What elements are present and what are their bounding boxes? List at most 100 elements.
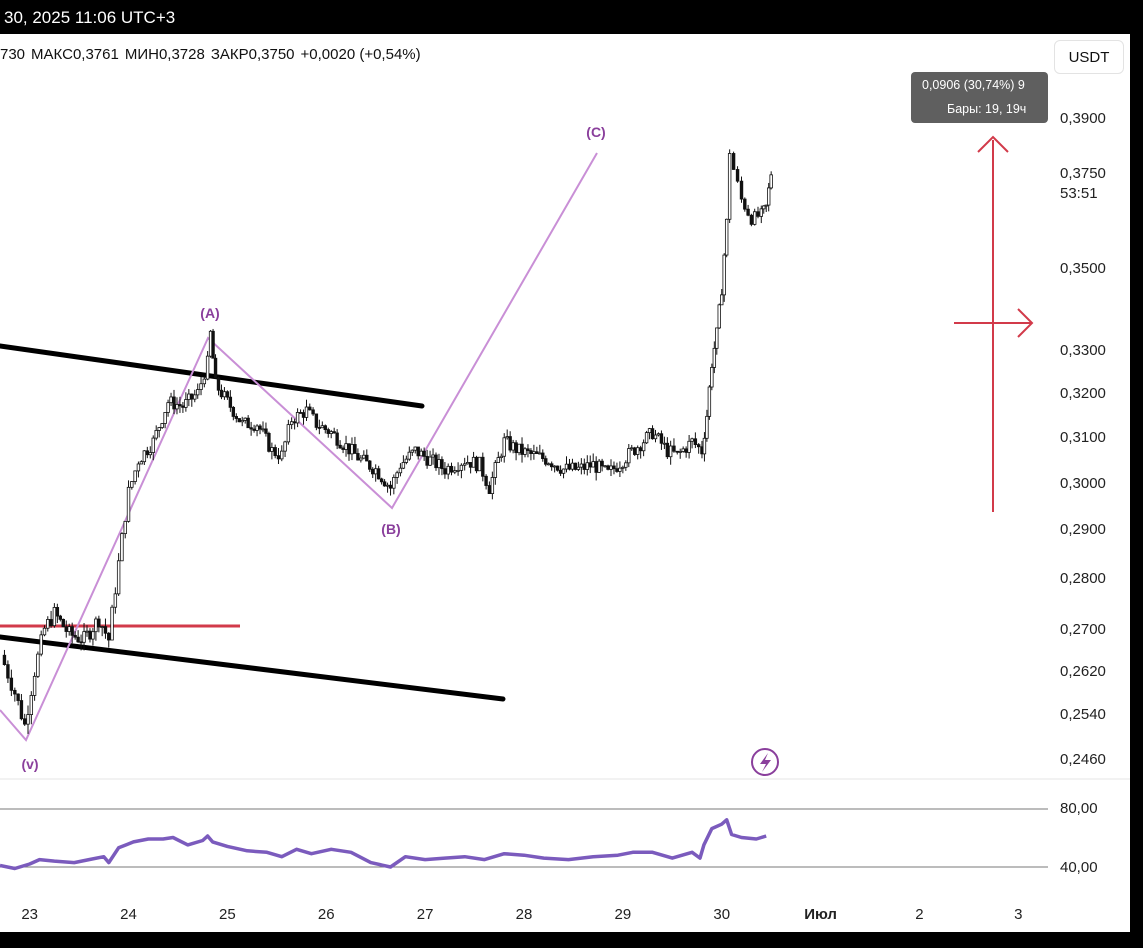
candle (434, 452, 438, 471)
candle-body (650, 428, 655, 440)
candle-body (520, 443, 524, 455)
candle (705, 409, 709, 442)
price-tick-label: 0,2700 (1060, 621, 1106, 638)
candle (650, 425, 655, 440)
candle-body (647, 428, 652, 434)
candle-body (202, 378, 207, 385)
candle-body (505, 436, 509, 439)
candle-body (635, 447, 640, 455)
candle-body (564, 463, 569, 470)
candle (123, 520, 127, 539)
candle (440, 456, 444, 476)
candle-body (97, 618, 101, 628)
candle-body (133, 470, 137, 482)
candle (350, 437, 354, 461)
candle (130, 481, 134, 490)
high-value: 0,3761 (72, 46, 119, 63)
candle (359, 455, 363, 463)
low-value: 0,3728 (158, 46, 205, 63)
candle (487, 481, 492, 494)
candle-body (724, 218, 729, 256)
measure-tooltip: 0,0906 (30,74%) 9 Бары: 19, 19ч (911, 72, 1048, 123)
candle-body (91, 631, 95, 640)
candle-body (762, 205, 766, 210)
candle (579, 458, 584, 475)
candle (39, 630, 43, 657)
candle-body (588, 462, 592, 468)
candle (16, 693, 20, 706)
candle (437, 453, 441, 475)
candle (145, 446, 150, 459)
candle-body (123, 520, 127, 535)
candle-body (264, 428, 268, 434)
candle (13, 687, 17, 702)
candle (672, 438, 676, 453)
candle-body (289, 421, 294, 426)
candle-body (404, 458, 409, 463)
candle-body (9, 677, 14, 691)
candle (715, 327, 719, 355)
candle-body (712, 347, 717, 368)
candle (552, 465, 557, 473)
candle (633, 446, 637, 456)
candle (385, 482, 390, 493)
candle (329, 429, 333, 439)
candle-body (107, 632, 111, 641)
candle-body (213, 357, 218, 379)
candle (228, 390, 233, 412)
candle (73, 631, 77, 640)
rsi-tick-label: 40,00 (1060, 859, 1098, 876)
candle-body (16, 693, 20, 701)
candle-body (308, 406, 312, 411)
candle-body (267, 432, 271, 452)
date-tick-label: 23 (21, 906, 38, 923)
candle (133, 470, 137, 485)
candle (344, 435, 348, 457)
right-edge (1130, 34, 1143, 932)
lower-trendline (0, 634, 506, 702)
currency-button[interactable]: USDT (1054, 40, 1124, 74)
candle-body (323, 425, 327, 431)
candle (126, 480, 131, 523)
candle (246, 415, 250, 429)
candle (175, 397, 179, 415)
candle-body (471, 456, 476, 468)
candle (107, 632, 111, 648)
candle (735, 166, 740, 183)
candle-body (160, 423, 164, 428)
candle-body (633, 447, 637, 455)
candle-body (395, 472, 399, 478)
candle-body (749, 214, 754, 225)
candle (187, 389, 191, 407)
candle (110, 604, 114, 641)
candle (555, 465, 560, 472)
candle-body (561, 468, 566, 474)
candle-body (612, 465, 616, 470)
candle (693, 432, 698, 449)
candle-body (317, 427, 322, 429)
candle (193, 389, 197, 403)
candle (731, 151, 736, 170)
candle (116, 553, 121, 596)
candle-body (440, 459, 444, 470)
candle (746, 204, 750, 217)
candle (82, 623, 86, 651)
candle (157, 426, 161, 438)
candle-body (591, 461, 595, 468)
candle (468, 462, 473, 474)
candle-body (413, 446, 417, 451)
candle-body (196, 389, 200, 396)
date-tick-label: 27 (417, 906, 434, 923)
candle (615, 462, 619, 473)
candle-body (535, 451, 539, 454)
candle-body (715, 327, 719, 349)
candle-body (681, 448, 685, 452)
chart-panel[interactable] (0, 34, 1130, 932)
candle-body (67, 626, 71, 632)
candle (58, 614, 63, 622)
wave-label-c: (C) (586, 124, 605, 140)
tooltip-bars: Бары: 19, 19ч (947, 102, 1027, 116)
candle (199, 376, 203, 396)
candle (481, 452, 485, 482)
